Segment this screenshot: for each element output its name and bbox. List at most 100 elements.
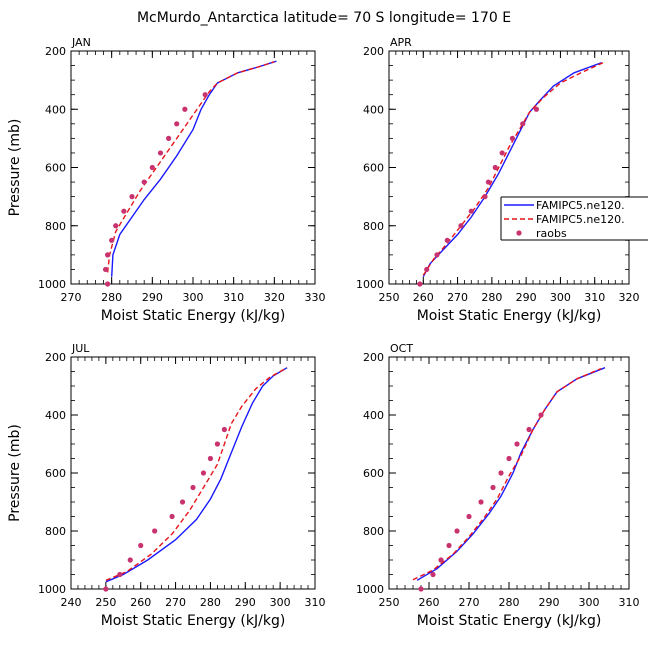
plot-frame	[388, 356, 630, 590]
y-tick-label: 800	[363, 525, 384, 538]
raobs-point	[221, 426, 227, 433]
raobs-point	[105, 281, 111, 287]
raobs-point	[214, 441, 220, 447]
y-tick-label: 600	[45, 467, 66, 480]
x-tick-label: 310	[223, 291, 244, 304]
legend-background	[501, 197, 648, 240]
x-tick-label: 260	[413, 291, 434, 304]
panel-title: JUL	[71, 342, 90, 355]
y-tick-label: 200	[45, 351, 66, 364]
x-tick-label: 280	[481, 291, 502, 304]
y-tick-label: 800	[45, 525, 66, 538]
legend-label: raobs	[536, 227, 567, 240]
raobs-point	[498, 470, 504, 476]
model-line-solid	[111, 60, 277, 277]
raobs-point	[121, 208, 127, 214]
raobs-point	[446, 542, 452, 549]
plot-frame	[388, 50, 630, 285]
x-axis-label: Moist Static Energy (kJ/kg)	[417, 613, 602, 629]
y-tick-label: 400	[45, 409, 66, 422]
x-tick-label: 280	[200, 596, 221, 609]
x-tick-label: 250	[379, 291, 400, 304]
panel-oct: OCT 250 260 270 280 290 300 310 200 400 600 800 1000…	[356, 342, 640, 629]
panel-title: OCT	[390, 342, 413, 355]
y-tick-label: 600	[363, 467, 384, 480]
x-tick-label: 260	[130, 596, 151, 609]
raobs-point	[444, 237, 450, 243]
raobs-point	[418, 586, 424, 592]
y-tick-label: 1000	[356, 583, 384, 596]
figure-title: McMurdo_Antarctica latitude= 70 S longit…	[137, 10, 511, 26]
y-tick-label: 400	[363, 409, 384, 422]
raobs-point	[454, 528, 460, 534]
model-line-dashed	[412, 367, 602, 581]
x-tick-label: 300	[183, 291, 204, 304]
raobs-point	[520, 121, 526, 127]
y-tick-label: 800	[363, 220, 384, 233]
raobs-point	[182, 106, 188, 112]
x-tick-label: 300	[579, 596, 600, 609]
y-axis-label: Pressure (mb)	[7, 424, 23, 522]
x-tick-label: 270	[447, 291, 468, 304]
x-tick-label: 330	[305, 291, 326, 304]
panel-jan: JAN 270 280 290 300 310 320 330 200 400 600 800 1000…	[7, 36, 326, 324]
raobs-point	[514, 441, 520, 447]
x-tick-label: 320	[264, 291, 285, 304]
raobs-point	[526, 426, 532, 433]
y-tick-label: 600	[363, 162, 384, 175]
x-tick-label: 280	[101, 291, 122, 304]
raobs-point	[499, 150, 505, 156]
y-tick-label: 1000	[356, 278, 384, 291]
x-tick-label: 270	[165, 596, 186, 609]
x-tick-label: 240	[61, 596, 82, 609]
x-tick-label: 290	[539, 596, 560, 609]
raobs-point	[430, 571, 436, 578]
raobs-point	[129, 194, 135, 200]
raobs-point	[166, 135, 172, 141]
raobs-point	[417, 281, 423, 287]
panel-title: APR	[390, 36, 412, 49]
x-tick-label: 290	[516, 291, 537, 304]
x-tick-label: 290	[235, 596, 256, 609]
panel-title: JAN	[71, 36, 91, 49]
x-tick-label: 250	[379, 596, 400, 609]
model-line-dashed	[105, 367, 288, 581]
y-axis-label: Pressure (mb)	[7, 119, 23, 217]
x-axis-label: Moist Static Energy (kJ/kg)	[101, 613, 286, 629]
raobs-point	[533, 106, 540, 112]
x-tick-label: 250	[95, 596, 116, 609]
raobs-point	[117, 571, 123, 578]
model-line-dashed	[422, 61, 606, 276]
panel-apr: APR 250 260 270 280 290 300 310 320 200 400 600 800 1…	[356, 36, 640, 324]
y-tick-label: 400	[45, 103, 66, 116]
x-tick-label: 270	[459, 596, 480, 609]
model-line-solid	[422, 61, 602, 278]
raobs-point	[149, 164, 155, 171]
x-axis-label: Moist Static Energy (kJ/kg)	[101, 308, 286, 324]
raobs-point	[109, 237, 115, 243]
raobs-point	[202, 92, 208, 98]
x-tick-label: 300	[550, 291, 571, 304]
legend-label: FAMIPC5.ne120.	[536, 199, 625, 212]
raobs-point	[490, 484, 496, 491]
raobs-point	[103, 586, 109, 592]
x-tick-label: 270	[61, 291, 82, 304]
raobs-point	[506, 455, 512, 462]
raobs-point	[485, 179, 492, 185]
x-tick-label: 300	[270, 596, 291, 609]
legend-marker-dot	[516, 230, 522, 236]
raobs-point	[207, 455, 214, 462]
raobs-point	[458, 223, 464, 229]
x-tick-label: 310	[305, 596, 326, 609]
raobs-point	[468, 208, 474, 214]
raobs-point	[105, 252, 111, 258]
plot-frame	[70, 50, 316, 285]
model-line-dashed	[106, 61, 275, 273]
raobs-point	[152, 528, 158, 534]
y-tick-label: 800	[45, 220, 66, 233]
raobs-point	[424, 266, 430, 273]
raobs-point	[538, 412, 544, 418]
raobs-point	[438, 557, 444, 563]
y-tick-label: 200	[363, 351, 384, 364]
raobs-point	[113, 223, 119, 229]
